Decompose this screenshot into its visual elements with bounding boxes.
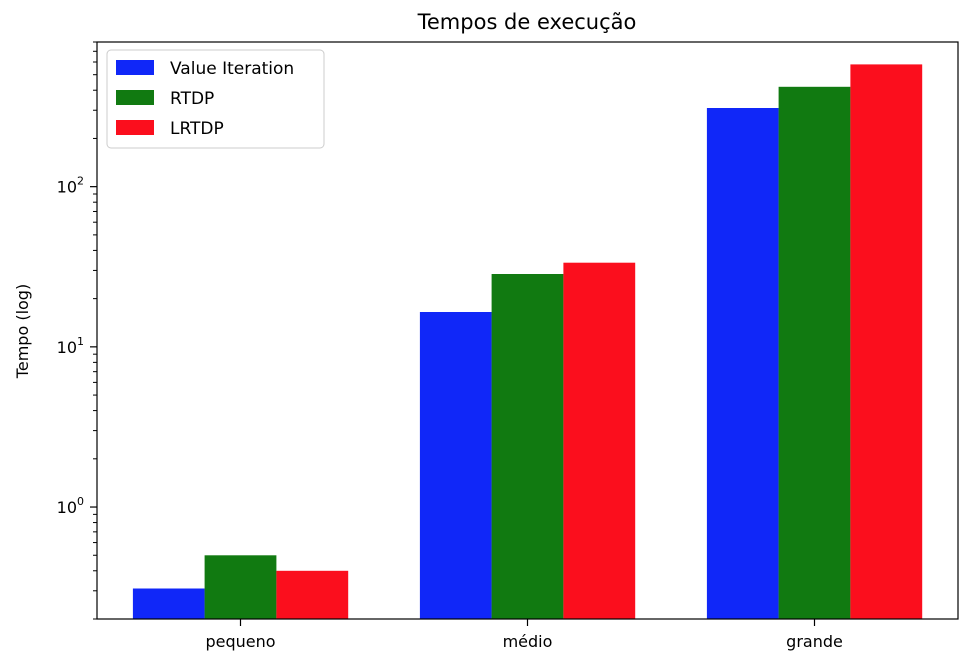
legend-swatch-lrtdp: [116, 120, 154, 135]
legend: Value Iteration RTDP LRTDP: [106, 49, 325, 149]
bar-rtdp-grande: [778, 86, 851, 620]
legend-swatch-value-iteration: [116, 60, 154, 75]
x-axis-ticks: pequeno médio grande: [205, 619, 843, 651]
x-tick-label-grande: grande: [786, 632, 843, 651]
chart-title: Tempos de execução: [417, 10, 637, 34]
bar-lrtdp-médio: [563, 262, 636, 619]
bar-value-iteration-pequeno: [132, 588, 205, 619]
y-tick-label: 102: [57, 175, 84, 197]
y-axis-label: Tempo (log): [13, 284, 32, 379]
legend-label: RTDP: [170, 89, 214, 109]
x-tick-label-médio: médio: [503, 632, 553, 651]
y-tick-label: 100: [57, 495, 84, 517]
bar-value-iteration-médio: [419, 312, 492, 619]
y-axis-ticks: 100 101 102: [57, 41, 97, 620]
bar-rtdp-pequeno: [204, 555, 277, 619]
y-tick-label: 101: [57, 335, 84, 357]
bar-lrtdp-grande: [850, 64, 923, 619]
legend-box: [106, 49, 325, 149]
bar-rtdp-médio: [491, 274, 564, 619]
bar-value-iteration-grande: [706, 108, 779, 619]
legend-swatch-rtdp: [116, 90, 154, 105]
x-tick-label-pequeno: pequeno: [205, 632, 275, 651]
legend-label: LRTDP: [170, 119, 224, 139]
bars: [132, 64, 923, 620]
legend-label: Value Iteration: [170, 59, 294, 79]
bar-lrtdp-pequeno: [276, 570, 349, 619]
